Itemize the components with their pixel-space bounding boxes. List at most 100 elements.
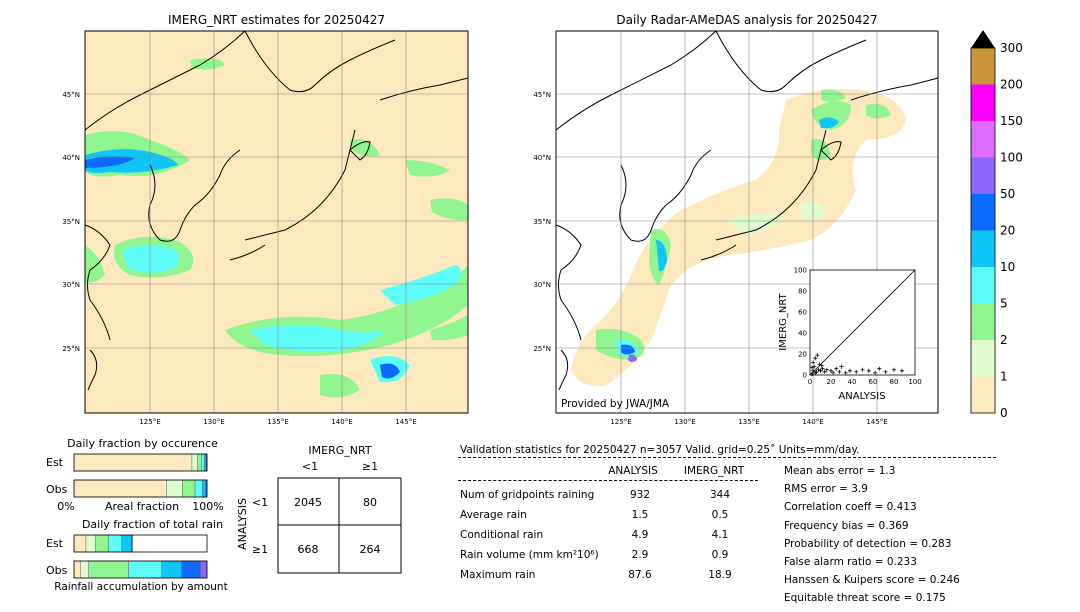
scatter-xtick: 0 [808,378,812,386]
contingency-cell: 80 [363,496,377,509]
row-imerg: 0.5 [711,509,729,521]
right-lat-label: 45°N [533,91,551,99]
occurrence-chart: Est Obs 0% Areal fraction 100% [46,453,224,513]
scatter-point [831,370,836,375]
scatter-ytick: 0 [803,372,807,380]
score-list: Mean abs error = 1.3 RMS error = 3.9 Cor… [784,462,960,608]
contingency-row-label: ≥1 [252,543,268,556]
colorbar-block [971,121,995,158]
colorbar-block [971,48,995,85]
stacked-bar-segment [73,534,87,553]
rain-cat-obs: Obs [46,564,68,577]
colorbar-label: 50 [1000,187,1015,201]
left-map-background [85,31,468,413]
stacked-bar-segment [121,534,132,553]
contingency-cell: 264 [360,543,381,556]
left-lon-label: 140°E [331,418,352,426]
scatter-point [811,360,816,365]
occurrence-title: Daily fraction by occurence [67,437,218,450]
colorbar-block [971,230,995,267]
stacked-bar-segment [73,560,81,579]
scatter-ytick: 60 [798,309,807,317]
scatter-xlabel: ANALYSIS [838,391,885,402]
stacked-bar-frame [73,479,208,498]
stacked-bar-segment [202,479,206,498]
score-item: Hanssen & Kuipers score = 0.246 [784,574,960,587]
row-label: Num of gridpoints raining [460,489,595,501]
stacked-bar-segment [197,453,202,472]
scatter-point [847,368,852,373]
scatter-point [883,369,888,374]
stacked-bar-segment [201,453,205,472]
contingency-cell: 2045 [294,496,322,509]
right-lat-label: 35°N [533,218,551,226]
left-lat-label: 30°N [62,281,80,289]
contingency-col-label: <1 [301,460,319,473]
validation-row: Average rain 1.5 0.5 [460,509,760,529]
row-analysis: 2.9 [631,549,649,561]
scatter-point [877,366,882,371]
left-lon-label: 145°E [395,418,416,426]
scatter-point [824,367,829,372]
validation-col-divider [458,480,758,481]
stacked-bar-segment [128,560,162,579]
stacked-bar-segment [130,534,133,553]
scatter-xtick: 80 [890,378,899,386]
row-label: Average rain [460,509,527,521]
colorbar-label: 1 [1000,370,1008,384]
rain-xlabel: Rainfall accumulation by amount [54,581,227,593]
scatter-point [822,369,827,374]
right-map-title: Daily Radar-AMeDAS analysis for 20250427 [616,13,878,27]
stacked-bar-segment [191,453,198,472]
occ-xlabel: Areal fraction [105,500,179,513]
scatter-point [810,371,815,376]
validation-col-imerg: IMERG_NRT [683,465,745,477]
scatter-point [812,364,817,369]
right-lon-label: 135°E [738,418,759,426]
stacked-bar-segment [200,560,208,579]
colorbar-label: 200 [1000,78,1023,92]
stacked-bar-segment [182,479,196,498]
total-rain-title: Daily fraction of total rain [81,518,224,531]
left-map-grid [85,31,468,413]
stacked-bar-segment [194,479,203,498]
stacked-bar-segment [108,534,123,553]
score-item: Correlation coeff = 0.413 [784,501,917,514]
validation-divider [458,457,996,458]
score-item: Equitable threat score = 0.175 [784,592,946,605]
colorbar-block [971,376,995,413]
contingency-row-title: ANALYSIS [236,498,249,550]
row-imerg: 18.9 [708,569,732,581]
colorbar-label: 100 [1000,151,1023,165]
colorbar-block [971,157,995,194]
scatter-point [866,368,871,373]
row-analysis: 1.5 [631,509,649,521]
colorbar-label: 300 [1000,41,1023,55]
right-map-coastlines [555,30,939,391]
colorbar-label: 5 [1000,297,1008,311]
scatter-diagonal [809,269,916,376]
left-lon-label: 130°E [203,418,224,426]
colorbar-block [971,303,995,340]
scatter-ylabel: IMERG_NRT [778,292,789,350]
left-lat-label: 40°N [62,154,80,162]
occ-cat-est: Est [46,456,64,469]
contingency-cell: 668 [298,543,319,556]
colorbar-block [971,84,995,121]
rain-cat-est: Est [46,537,64,550]
scatter-point [818,368,823,373]
score-item: False alarm ratio = 0.233 [784,556,917,569]
occ-xmin: 0% [57,500,74,513]
scatter-point [813,356,818,361]
stacked-bar-frame [73,560,208,579]
validation-table: Num of gridpoints raining 932 344 Averag… [460,489,760,589]
right-lon-label: 130°E [674,418,695,426]
scatter-point [843,370,848,375]
stacked-bar-segment [161,560,182,579]
stacked-bar-frame [73,453,208,472]
score-item: Frequency bias = 0.369 [784,519,909,532]
left-lon-label: 125°E [139,418,160,426]
validation-row: Num of gridpoints raining 932 344 [460,489,760,509]
occ-cat-obs: Obs [46,483,68,496]
validation-col-analysis: ANALYSIS [608,465,658,477]
